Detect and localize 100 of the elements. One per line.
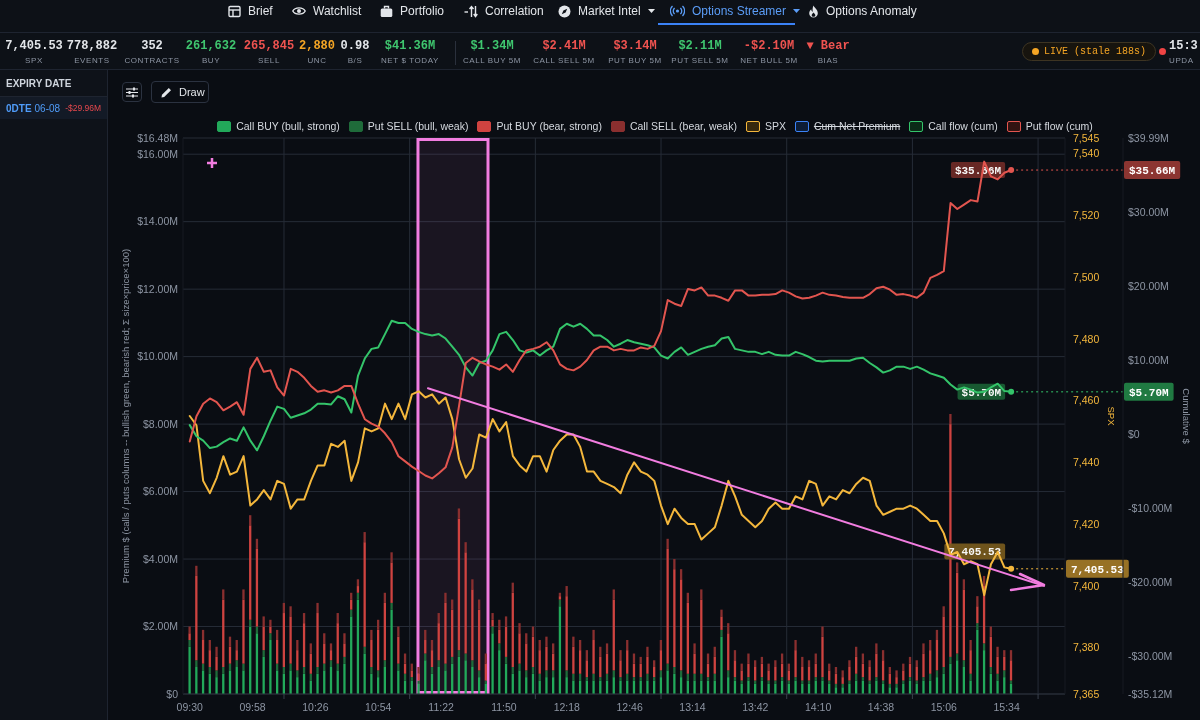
bar [565,670,568,678]
bar [949,656,952,664]
bar [868,667,871,681]
bar [518,670,521,694]
bar [646,646,649,657]
bar [612,589,615,600]
y2-tick-label: 7,380 [1073,641,1100,654]
y3-tick-label: -$30.00M [1128,649,1173,662]
y2-tick-label: 7,440 [1073,456,1100,469]
bar [289,663,292,671]
bar [895,670,898,678]
bar [316,673,319,694]
bar [417,680,420,684]
bar [444,602,447,664]
bar [390,562,393,603]
bar [410,677,413,681]
x-tick-label: 10:26 [302,701,329,713]
bar [518,623,521,634]
bar [774,683,777,694]
bar [444,670,447,694]
bar [760,677,764,681]
x-tick-label: 13:14 [679,701,706,713]
bar [801,667,804,681]
legend-label: Call flow (cum) [928,120,998,132]
bar [464,542,467,553]
bar [619,660,622,678]
legend-label: Put flow (cum) [1025,120,1093,132]
bar [794,680,797,694]
y2-tick-label: 7,480 [1073,332,1100,345]
bar [370,667,373,674]
y-tick-label: $6.00M [142,485,178,498]
bar [915,667,918,681]
bar [895,677,898,684]
bar [922,643,925,654]
text: Portfolio [400,4,445,18]
bar [215,677,218,694]
legend-label: Call SELL (bear, weak) [629,120,737,132]
bar [666,548,669,664]
text: Correlation [485,4,544,18]
text: $2.41M [541,39,587,53]
bar [269,619,272,627]
bar [370,640,373,668]
bar [572,680,575,694]
bar [545,670,548,678]
bar [868,680,871,684]
bar [895,683,898,688]
text: $35.66M [1128,165,1176,178]
bar [464,653,467,661]
text: BUY [201,56,221,65]
x-tick-label: 09:30 [176,701,204,713]
bar [424,640,427,654]
bar [605,643,609,654]
bar [471,667,474,694]
bar [370,629,373,641]
bar [518,663,521,671]
bar [868,660,871,668]
y3-tick-label: $20.00M [1128,279,1169,292]
bar [848,660,851,668]
bar [188,640,191,647]
bar [848,680,851,684]
y3-axis-title: Cumulative $ [1181,388,1193,445]
bar [821,636,824,678]
text: UNC [307,56,327,65]
bar [599,677,602,681]
bar [720,636,723,694]
x-tick-label: 14:10 [804,701,832,713]
bar [747,663,750,678]
y-tick-label: $0 [166,687,179,700]
bar [518,633,521,664]
y2-tick-label: 7,365 [1073,687,1100,700]
y-tick-label: $4.00M [142,552,178,565]
text: 265,845 [243,39,295,53]
y2-tick-label: 7,500 [1073,270,1100,283]
bar [693,643,696,654]
bar [767,680,770,684]
legend-label: SPX [764,120,786,132]
bar [242,663,245,671]
bar [794,677,797,681]
bar [592,673,595,681]
bar [828,670,831,681]
bar [222,589,225,600]
bar [969,640,972,651]
bar [875,677,878,681]
text: 352 [141,39,163,53]
bar [747,680,750,694]
bar [504,616,508,627]
text: B/S [347,56,363,65]
bar [242,670,245,694]
text: 0.98 [340,39,370,53]
y2-tick-label: 7,540 [1073,147,1100,160]
bar [592,640,595,674]
text: 261,632 [185,39,237,53]
button: Draw [151,81,209,103]
bar [700,589,703,600]
bar [848,683,851,694]
bar [565,596,568,671]
y2-tick-label: 7,400 [1073,579,1100,592]
y-tick-label: $16.48M [137,131,178,144]
bar [309,643,312,654]
bar [774,680,777,684]
